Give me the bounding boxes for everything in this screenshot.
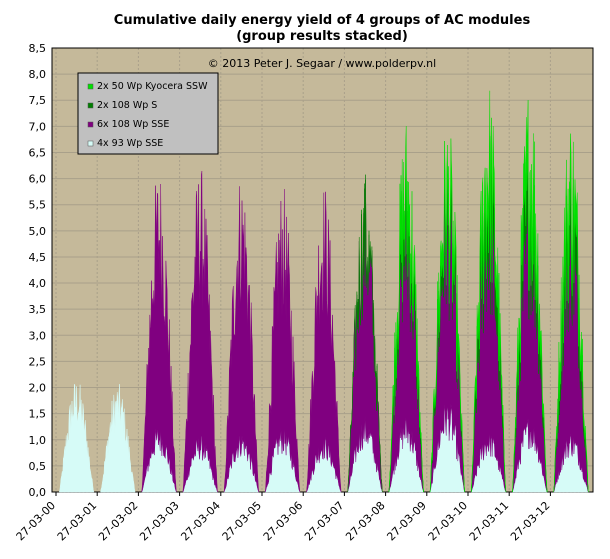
chart-title: Cumulative daily energy yield of 4 group… xyxy=(114,13,531,28)
y-tick-label: 8,5 xyxy=(29,42,47,55)
x-tick-label: 27-03-04 xyxy=(178,499,223,544)
day-band xyxy=(223,186,260,493)
day-band xyxy=(471,90,507,493)
y-tick-label: 6,5 xyxy=(29,146,47,159)
series-area-1 xyxy=(306,191,342,493)
x-tick-label: 27-03-08 xyxy=(343,499,388,544)
y-tick-label: 6,0 xyxy=(29,173,47,186)
day-band xyxy=(306,191,342,493)
series-area-1 xyxy=(223,186,259,493)
chart-subtitle: (group results stacked) xyxy=(236,29,408,44)
series-area-3 xyxy=(553,133,589,493)
series-area-3 xyxy=(471,90,507,493)
y-tick-label: 5,0 xyxy=(29,225,47,238)
legend-box xyxy=(77,72,219,155)
y-tick-label: 2,5 xyxy=(29,355,47,368)
x-tick-label: 27-03-00 xyxy=(14,499,59,544)
y-tick-label: 5,5 xyxy=(29,199,47,212)
data-bands xyxy=(59,90,589,493)
day-band xyxy=(59,383,95,493)
series-area-1 xyxy=(265,189,301,493)
x-axis: 27-03-0027-03-0127-03-0227-03-0327-03-04… xyxy=(14,492,553,543)
y-tick-label: 1,5 xyxy=(29,408,47,421)
copyright-annotation: © 2013 Peter J. Segaar / www.polderpv.nl xyxy=(208,57,436,70)
y-tick-label: 7,0 xyxy=(29,120,47,133)
x-tick-label: 27-03-11 xyxy=(467,499,512,544)
series-area-1 xyxy=(182,171,218,493)
y-tick-label: 1,0 xyxy=(29,434,47,447)
gridlines xyxy=(51,47,594,493)
legend: 2x 50 Wp Kyocera SSW 2x 108 Wp S 6x 108 Wp… xyxy=(77,72,219,155)
series-area-2 xyxy=(347,174,383,493)
x-tick-label: 27-03-06 xyxy=(261,499,306,544)
legend-swatch xyxy=(87,83,94,90)
legend-label: 2x 50 Wp Kyocera SSW xyxy=(97,81,208,92)
series-area-3 xyxy=(512,100,548,493)
x-tick-label: 27-03-02 xyxy=(96,499,141,544)
day-band xyxy=(100,384,136,493)
legend-swatch xyxy=(87,121,94,128)
day-band xyxy=(553,133,589,493)
x-tick-label: 27-03-10 xyxy=(426,499,471,544)
legend-label: 2x 108 Wp S xyxy=(97,100,157,111)
series-area-0 xyxy=(59,383,95,493)
y-tick-label: 8,0 xyxy=(29,68,47,81)
series-area-3 xyxy=(429,138,465,493)
y-tick-label: 3,5 xyxy=(29,303,47,316)
legend-swatch xyxy=(87,140,94,147)
legend-label: 4x 93 Wp SSE xyxy=(97,138,163,149)
day-band xyxy=(388,126,424,493)
legend-label: 6x 108 Wp SSE xyxy=(97,119,169,130)
y-tick-label: 0,0 xyxy=(29,486,47,499)
day-band xyxy=(512,100,548,493)
x-tick-label: 27-03-07 xyxy=(302,499,347,544)
series-area-0 xyxy=(100,384,136,493)
y-axis: 0,0 0,5 1,0 1,5 2,0 2,5 3,0 3,5 4,0 4,5 5,0 5,5 6,0 6… xyxy=(29,42,47,499)
x-tick-label: 27-03-12 xyxy=(508,499,553,544)
y-tick-label: 4,0 xyxy=(29,277,47,290)
legend-swatch xyxy=(87,102,94,109)
y-tick-label: 7,5 xyxy=(29,94,47,107)
day-band xyxy=(182,171,218,493)
x-tick-label: 27-03-03 xyxy=(137,499,182,544)
y-tick-label: 3,0 xyxy=(29,329,47,342)
series-area-3 xyxy=(388,126,424,493)
y-tick-label: 2,0 xyxy=(29,382,47,395)
x-tick-label: 27-03-09 xyxy=(384,499,429,544)
day-band xyxy=(141,183,177,493)
y-tick-label: 4,5 xyxy=(29,251,47,264)
day-band xyxy=(347,174,383,493)
y-tick-label: 0,5 xyxy=(29,460,47,473)
series-area-1 xyxy=(141,183,177,493)
day-band xyxy=(429,138,466,493)
day-band xyxy=(265,189,301,493)
x-tick-label: 27-03-05 xyxy=(220,499,265,544)
x-tick-label: 27-03-01 xyxy=(55,499,100,544)
